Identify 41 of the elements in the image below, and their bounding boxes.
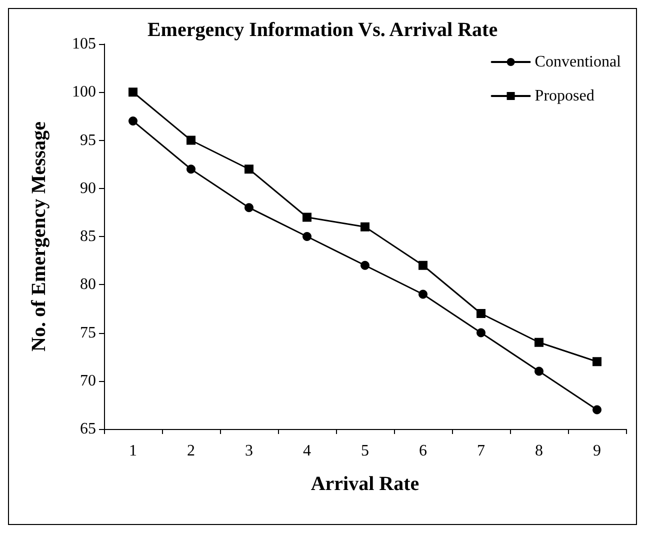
point — [128, 88, 138, 97]
point — [534, 338, 544, 347]
legend-label: Conventional — [534, 54, 622, 70]
y-tick-label: 100 — [72, 84, 96, 101]
y-tick-label: 80 — [80, 276, 96, 294]
point — [418, 260, 428, 270]
x-tick-label: 1 — [129, 442, 137, 460]
x-tick-label: 6 — [419, 442, 427, 460]
y-tick-label: 70 — [80, 372, 96, 390]
point — [592, 357, 602, 366]
legend-label: Proposed — [534, 88, 594, 104]
x-axis-title: Arrival Rate — [310, 473, 420, 495]
point — [302, 212, 312, 222]
point — [244, 164, 254, 174]
chart-title: Emergency Information Vs. Arrival Rate — [147, 19, 498, 41]
x-tick-label: 4 — [303, 442, 311, 460]
point — [418, 290, 428, 299]
x-tick-label: 9 — [593, 442, 601, 460]
y-tick-label: 75 — [80, 324, 96, 342]
point — [360, 222, 370, 232]
point — [476, 328, 486, 338]
point — [476, 309, 486, 318]
point — [302, 232, 312, 241]
x-tick-label: 7 — [477, 442, 485, 460]
y-tick-label: 90 — [80, 180, 96, 197]
y-tick-label: 85 — [80, 228, 96, 245]
point — [534, 366, 544, 376]
y-axis-title: No. of Emergency Message — [28, 121, 50, 352]
y-tick-label: 95 — [80, 132, 96, 149]
x-tick-label: 8 — [535, 442, 543, 460]
point — [592, 405, 602, 414]
x-tick-label: 5 — [361, 442, 369, 460]
y-tick-label: 105 — [72, 36, 96, 52]
point — [360, 260, 370, 270]
x-tick-label: 3 — [245, 442, 253, 460]
point — [186, 164, 196, 174]
y-tick-label: 65 — [80, 420, 96, 438]
point — [128, 116, 138, 126]
x-tick-label: 2 — [187, 442, 195, 460]
point — [244, 203, 254, 212]
point — [186, 136, 196, 145]
